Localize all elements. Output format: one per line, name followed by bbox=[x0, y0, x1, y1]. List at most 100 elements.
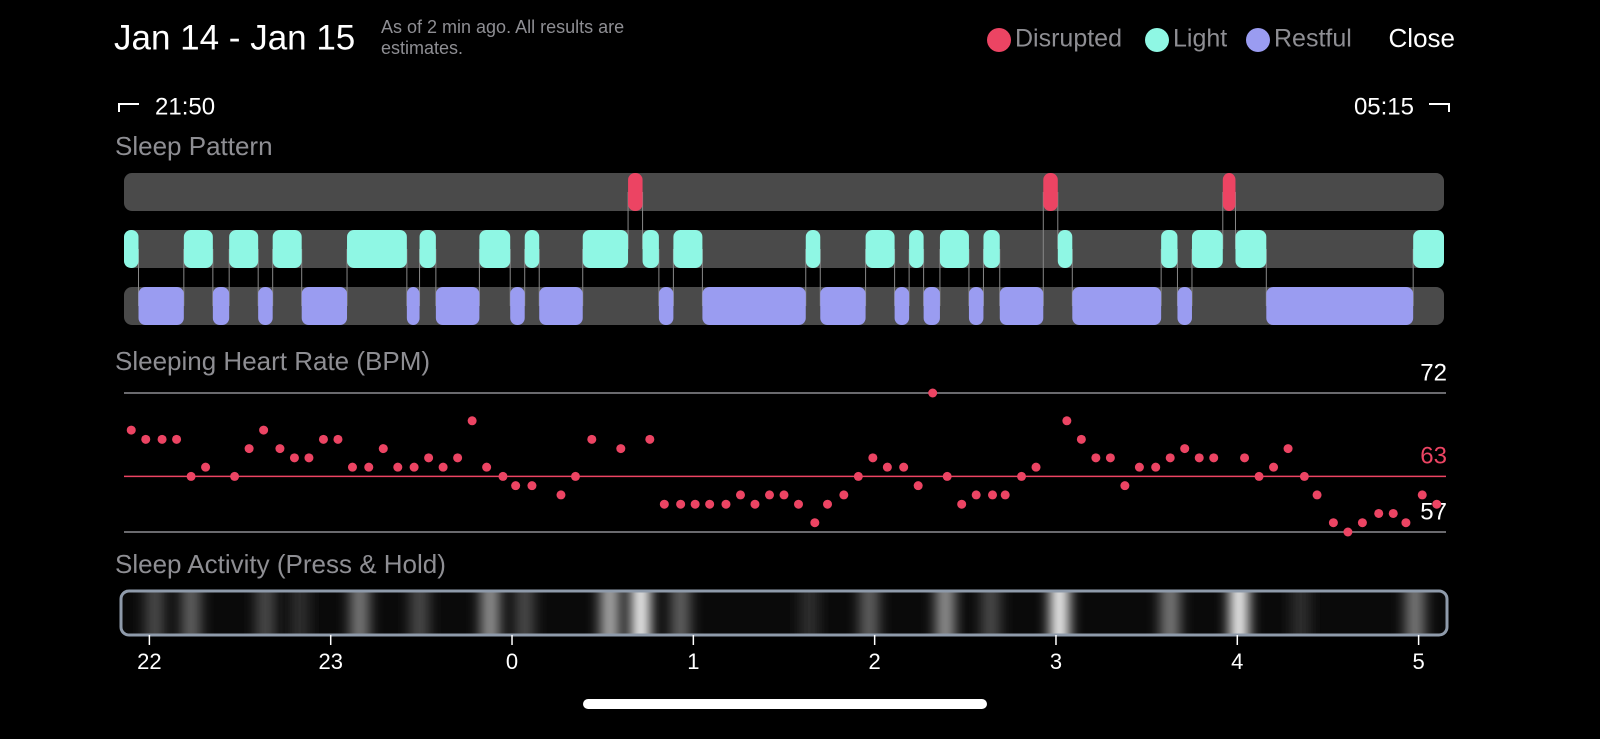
heart-dot bbox=[1240, 453, 1250, 463]
sleep-segment bbox=[435, 287, 480, 325]
heart-dot bbox=[1254, 471, 1264, 481]
heart-dot bbox=[853, 471, 863, 481]
activity-strip[interactable] bbox=[121, 591, 1447, 635]
sleep-segment bbox=[183, 230, 213, 268]
end-bracket bbox=[1429, 103, 1450, 112]
heart-dot bbox=[645, 434, 655, 444]
heart-dot bbox=[971, 490, 981, 500]
x-tick-label: 23 bbox=[318, 649, 342, 674]
heart-dot bbox=[868, 453, 878, 463]
sleep-segment bbox=[347, 230, 407, 268]
activity-band bbox=[145, 591, 164, 635]
section-title: Sleep Activity (Press & Hold) bbox=[115, 549, 446, 579]
heart-dot bbox=[364, 462, 374, 472]
sleep-segment bbox=[406, 287, 420, 325]
heart-dot bbox=[988, 490, 998, 500]
heart-dot bbox=[1165, 453, 1175, 463]
heart-dot bbox=[1312, 490, 1322, 500]
activity-border bbox=[119, 589, 1449, 637]
x-tick-label: 2 bbox=[869, 649, 881, 674]
x-tick-label: 5 bbox=[1412, 649, 1424, 674]
end-time: 05:15 bbox=[1354, 93, 1414, 120]
sleep-segment bbox=[582, 230, 629, 268]
start-bracket bbox=[118, 103, 139, 112]
sleep-segment bbox=[1161, 230, 1178, 268]
activity-band bbox=[1050, 591, 1069, 635]
heart-dot bbox=[259, 425, 269, 435]
subtitle: As of 2 min ago. All results are estimat… bbox=[381, 17, 625, 58]
heart-dot bbox=[126, 425, 136, 435]
activity-band bbox=[481, 591, 500, 635]
legend-dot bbox=[1145, 28, 1169, 52]
heart-dot bbox=[1000, 490, 1010, 500]
home-indicator bbox=[583, 699, 987, 709]
heart-dot bbox=[438, 462, 448, 472]
start-time: 21:50 bbox=[155, 93, 215, 120]
heart-dot bbox=[823, 499, 833, 509]
heart-dot bbox=[721, 499, 731, 509]
activity-band bbox=[182, 591, 201, 635]
sleep-segment bbox=[1413, 230, 1444, 268]
sleep-segment bbox=[229, 230, 259, 268]
heart-dot bbox=[1031, 462, 1041, 472]
section-title: Sleeping Heart Rate (BPM) bbox=[115, 346, 430, 376]
activity-band bbox=[860, 591, 879, 635]
heart-dot bbox=[750, 499, 760, 509]
heart-dot bbox=[333, 434, 343, 444]
heart-dot bbox=[1091, 453, 1101, 463]
heart-dot bbox=[764, 490, 774, 500]
heart-dot bbox=[482, 462, 492, 472]
heart-dot bbox=[1209, 453, 1219, 463]
sleep-segment bbox=[999, 287, 1044, 325]
x-tick-label: 4 bbox=[1231, 649, 1243, 674]
heart-dot bbox=[230, 471, 240, 481]
heart-dot bbox=[1151, 462, 1161, 472]
sleep-segment bbox=[1057, 230, 1073, 268]
sleep-segment bbox=[658, 287, 674, 325]
x-tick-label: 1 bbox=[687, 649, 699, 674]
heart-dot bbox=[1180, 444, 1190, 454]
sleep-segment bbox=[939, 230, 969, 268]
legend-dot bbox=[987, 28, 1011, 52]
sleep-segment bbox=[673, 230, 703, 268]
heart-dot bbox=[556, 490, 566, 500]
activity-band bbox=[410, 591, 429, 635]
track bbox=[124, 173, 1444, 211]
activity-band bbox=[631, 591, 650, 635]
heart-dot bbox=[1401, 518, 1411, 528]
sleep-segment bbox=[419, 230, 436, 268]
heart-dot bbox=[172, 434, 182, 444]
activity-band bbox=[800, 591, 819, 635]
x-tick-label: 0 bbox=[506, 649, 518, 674]
heart-dot bbox=[1283, 444, 1293, 454]
sleep-segment bbox=[1266, 287, 1414, 325]
heart-dot bbox=[616, 444, 626, 454]
sleep-segment bbox=[1235, 230, 1267, 268]
heart-dot bbox=[1432, 499, 1442, 509]
heart-dot bbox=[318, 434, 328, 444]
y-tick-label: 72 bbox=[1420, 359, 1447, 386]
sleep-segment bbox=[1043, 173, 1058, 211]
heart-dot bbox=[810, 518, 820, 528]
activity-band bbox=[1230, 591, 1249, 635]
sleep-segment bbox=[1177, 287, 1192, 325]
sleep-segment bbox=[1072, 287, 1162, 325]
heart-dot bbox=[467, 416, 477, 426]
heart-dot bbox=[1017, 471, 1027, 481]
heart-dot bbox=[1269, 462, 1279, 472]
activity-band bbox=[515, 591, 534, 635]
sleep-segment bbox=[272, 230, 302, 268]
heart-dot bbox=[735, 490, 745, 500]
heart-dot bbox=[928, 388, 938, 398]
heart-dot bbox=[839, 490, 849, 500]
sleep-segment bbox=[805, 230, 821, 268]
heart-dot bbox=[511, 481, 521, 491]
heart-dot bbox=[289, 453, 299, 463]
sleep-segment bbox=[923, 287, 940, 325]
heart-dot bbox=[453, 453, 463, 463]
heart-dot bbox=[1062, 416, 1072, 426]
close-button[interactable]: Close bbox=[1389, 23, 1455, 53]
heart-dot bbox=[409, 462, 419, 472]
heart-dot bbox=[882, 462, 892, 472]
